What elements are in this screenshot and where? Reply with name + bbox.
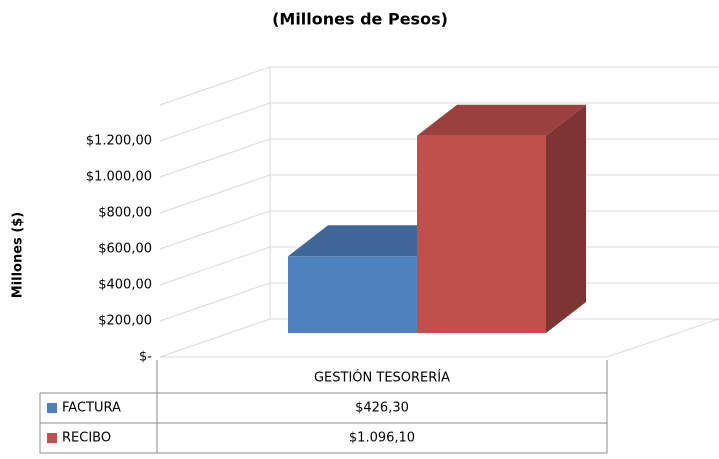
bar-side (546, 104, 586, 334)
y-tick-label: $800,00 (98, 206, 152, 221)
y-axis-label: Millones ($) (11, 212, 26, 299)
bar-top (417, 104, 586, 136)
y-tick-label: $600,00 (98, 242, 152, 257)
y-tick-label: $400,00 (98, 278, 152, 293)
bar (417, 135, 546, 333)
legend-swatch (47, 433, 57, 443)
bar-top (288, 225, 457, 257)
x-tick-label: GESTIÓN TESORERÍA (314, 370, 450, 386)
legend-label: RECIBO (62, 431, 111, 446)
wall-edge (159, 66, 719, 106)
y-tick-label: $200,00 (98, 314, 152, 329)
y-tick-label: $1.200,00 (86, 134, 152, 149)
bar (288, 256, 417, 333)
data-label: $1.096,10 (349, 431, 415, 446)
data-table (39, 360, 608, 454)
legend-swatch (47, 403, 57, 413)
grid-line (159, 102, 719, 142)
chart-title: (Millones de Pesos) (272, 10, 448, 29)
floor-edge (160, 318, 719, 358)
y-tick-label: $- (139, 350, 152, 365)
y-tick-label: $1.000,00 (86, 170, 152, 185)
data-label: $426,30 (355, 401, 409, 416)
legend-label: FACTURA (62, 401, 121, 416)
grid-line (159, 318, 719, 358)
